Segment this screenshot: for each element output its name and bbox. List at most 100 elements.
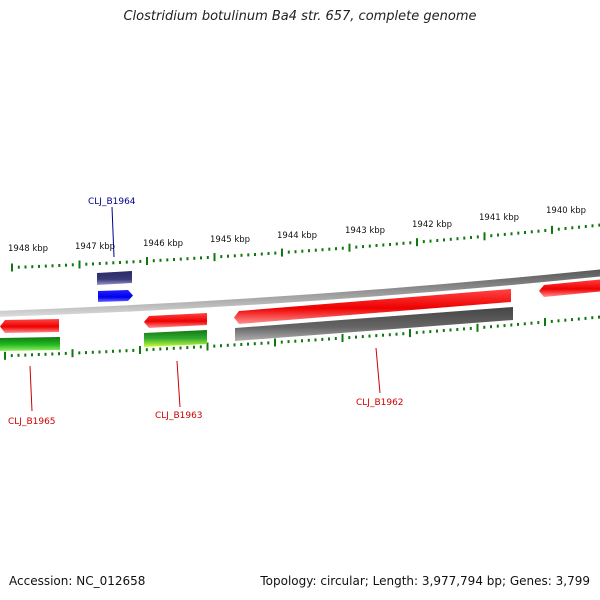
minor-tick (564, 318, 567, 322)
minor-tick (517, 322, 519, 326)
gene-label-clj-b1964[interactable]: CLJ_B1964 (88, 197, 136, 207)
minor-tick (335, 247, 337, 251)
major-tick (409, 329, 411, 338)
gene-clj-b1962-arrow[interactable] (234, 289, 511, 324)
minor-tick (368, 244, 371, 248)
minor-tick (58, 264, 61, 267)
minor-tick (85, 262, 88, 266)
minor-tick (571, 226, 574, 230)
gene-clj-b1963-arrow[interactable] (144, 313, 207, 328)
minor-tick (267, 252, 270, 255)
minor-tick (37, 353, 40, 356)
major-tick (551, 225, 553, 234)
major-tick (71, 349, 74, 358)
gene-right-edge[interactable] (539, 279, 600, 297)
gene-label-clj-b1965[interactable]: CLJ_B1965 (8, 417, 56, 427)
minor-tick (159, 347, 162, 351)
major-tick (139, 346, 141, 354)
minor-tick (112, 261, 115, 265)
major-tick (11, 263, 13, 272)
minor-tick (470, 236, 472, 239)
minor-tick (132, 260, 135, 264)
minor-tick (382, 333, 384, 337)
gene-clj-b1964-arrow[interactable] (98, 290, 133, 302)
minor-tick (233, 254, 236, 258)
minor-tick (139, 259, 142, 263)
minor-tick (496, 324, 499, 328)
minor-tick (10, 354, 13, 358)
minor-tick (524, 231, 526, 234)
major-tick (483, 232, 486, 241)
minor-tick (240, 253, 243, 257)
gene-label-clj-b1963[interactable]: CLJ_B1963 (155, 411, 203, 421)
genome-summary-text: Topology: circular; Length: 3,977,794 bp… (260, 574, 590, 588)
major-tick (4, 351, 6, 360)
minor-tick (321, 337, 324, 341)
major-tick (274, 338, 276, 347)
minor-tick (355, 245, 358, 249)
minor-tick (294, 339, 297, 343)
minor-tick (92, 262, 94, 266)
scale-label: 1944 kbp (277, 231, 317, 241)
minor-tick (132, 348, 135, 352)
major-tick (544, 318, 546, 326)
minor-tick (368, 334, 371, 338)
minor-tick (402, 241, 405, 245)
minor-tick (422, 240, 425, 244)
scale-label: 1943 kbp (345, 226, 385, 236)
leader-line-clj-b1963 (176, 360, 181, 408)
gene-clj-b1964-rna[interactable] (97, 271, 132, 285)
minor-tick (415, 331, 418, 335)
map-title: Clostridium botulinum Ba4 str. 657, comp… (123, 9, 477, 24)
minor-tick (206, 256, 209, 259)
scale-label: 1942 kbp (412, 220, 452, 230)
minor-tick (469, 326, 472, 330)
minor-tick (388, 333, 391, 337)
gene-clj-b1963-feature[interactable] (144, 330, 207, 347)
gene-clj-b1965-arrow[interactable] (0, 319, 59, 333)
minor-tick (38, 264, 40, 268)
minor-tick (497, 233, 499, 237)
scale-label: 1941 kbp (479, 213, 519, 223)
minor-tick (186, 346, 189, 350)
minor-tick (125, 260, 128, 264)
minor-tick (355, 335, 357, 339)
minor-tick (544, 229, 547, 232)
major-tick (146, 257, 148, 265)
minor-tick (577, 317, 580, 321)
minor-tick (58, 352, 60, 356)
minor-tick (328, 247, 331, 251)
minor-tick (112, 349, 114, 353)
minor-tick (436, 329, 438, 333)
minor-tick (253, 342, 256, 346)
minor-tick (119, 261, 121, 264)
minor-tick (260, 341, 263, 345)
minor-tick (280, 340, 283, 344)
gene-label-clj-b1962[interactable]: CLJ_B1962 (356, 398, 404, 408)
minor-tick (308, 249, 310, 253)
minor-tick (44, 352, 47, 356)
minor-tick (193, 256, 196, 260)
minor-tick (98, 350, 101, 354)
minor-tick (395, 332, 398, 336)
minor-tick (490, 234, 493, 238)
scale-labels: 1948 kbp 1947 kbp 1946 kbp 1945 kbp 1944… (8, 206, 586, 254)
minor-tick (463, 327, 465, 331)
minor-tick (422, 330, 425, 334)
minor-tick (537, 321, 540, 325)
minor-tick (429, 330, 432, 334)
minor-tick (314, 338, 317, 342)
minor-tick (166, 347, 168, 351)
minor-tick (24, 265, 27, 269)
minor-tick (267, 341, 270, 345)
minor-tick (375, 244, 378, 247)
minor-tick (287, 340, 290, 344)
minor-tick (152, 347, 155, 351)
minor-tick (348, 336, 351, 340)
gene-clj-b1962-feature[interactable] (235, 307, 513, 341)
gene-clj-b1965-feature[interactable] (0, 337, 60, 351)
minor-tick (44, 264, 47, 268)
major-tick (213, 253, 216, 262)
minor-tick (173, 258, 175, 261)
minor-tick (503, 232, 506, 236)
